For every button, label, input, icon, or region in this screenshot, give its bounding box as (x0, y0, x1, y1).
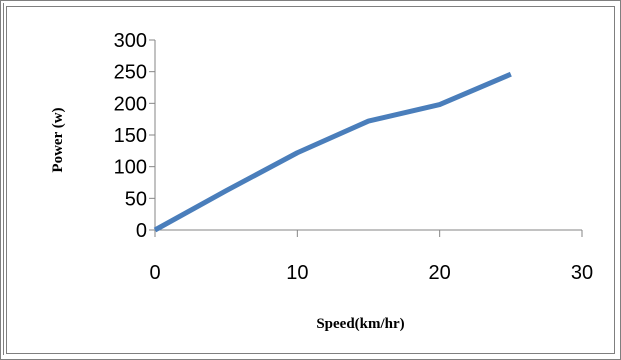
y-tick-label: 0 (136, 220, 147, 242)
chart-area-border (6, 6, 615, 354)
y-tick-label: 150 (114, 125, 147, 147)
x-tick-label: 0 (149, 262, 160, 284)
series-line-0 (153, 71, 512, 233)
x-tick-label: 20 (429, 262, 451, 284)
y-tick-label: 200 (114, 93, 147, 115)
frame-line (3, 3, 4, 355)
y-axis-title: Power (w) (50, 107, 66, 172)
y-tick-label: 300 (114, 30, 147, 52)
x-tick-label: 30 (571, 262, 593, 284)
y-tick-label: 250 (114, 62, 147, 84)
y-tick-label: 50 (125, 188, 147, 210)
x-axis-title: Speed(km/hr) (316, 316, 404, 332)
x-tick-label: 10 (286, 262, 308, 284)
y-tick-label: 100 (114, 157, 147, 179)
